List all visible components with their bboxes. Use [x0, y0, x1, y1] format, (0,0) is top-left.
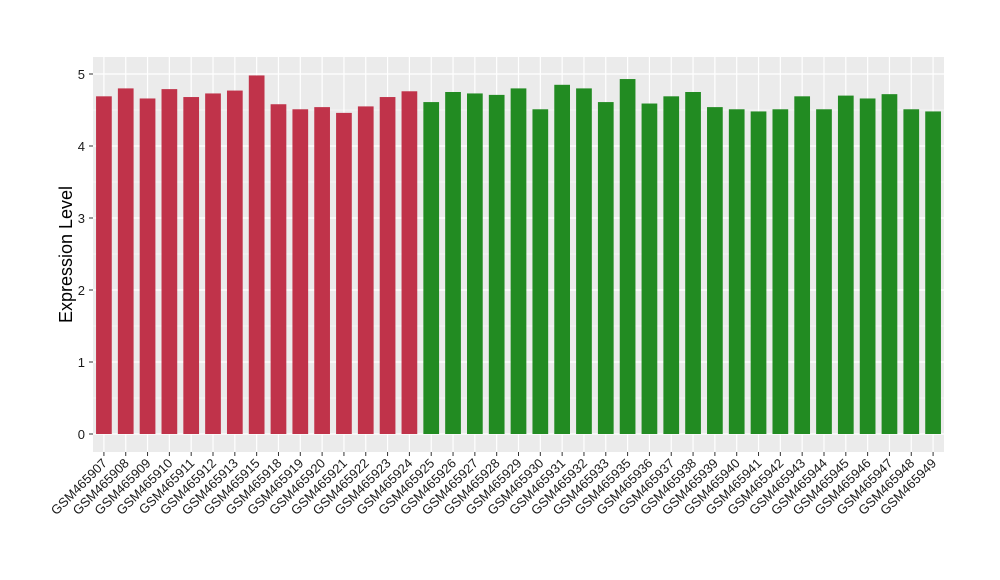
bar-GSM465938: [685, 92, 701, 434]
bar-GSM465913: [226, 90, 243, 434]
bar-GSM465942: [772, 109, 789, 434]
y-tick-label: 5: [78, 67, 85, 82]
bar-GSM465933: [597, 102, 614, 434]
bar-GSM465949: [925, 111, 941, 434]
bar-GSM465946: [859, 98, 876, 434]
bar-GSM465941: [750, 111, 767, 434]
bars: [96, 75, 941, 435]
y-axis: 0 1 2 3 4 5: [78, 67, 93, 442]
bar-GSM465920: [314, 107, 330, 435]
bar-GSM465919: [292, 109, 309, 434]
bar-GSM465931: [554, 84, 570, 435]
bar-GSM465908: [117, 88, 134, 435]
bar-GSM465948: [903, 109, 920, 434]
bar-GSM465945: [837, 95, 854, 434]
bar-GSM465939: [707, 107, 723, 435]
bar-GSM465922: [357, 106, 374, 435]
y-tick-label: 0: [78, 427, 85, 442]
bar-GSM465927: [467, 93, 483, 434]
bar-GSM465932: [576, 88, 592, 435]
bar-GSM465947: [881, 94, 898, 434]
bar-GSM465937: [663, 96, 680, 434]
bar-GSM465925: [423, 102, 440, 434]
bar-GSM465943: [794, 96, 811, 434]
bar-GSM465940: [728, 109, 745, 434]
bar-GSM465929: [510, 88, 527, 435]
bar-GSM465935: [619, 79, 636, 434]
bar-GSM465918: [270, 104, 287, 435]
y-tick-label: 4: [78, 139, 85, 154]
bar-GSM465923: [379, 97, 396, 434]
y-axis-title: Expression Level: [56, 186, 76, 323]
bar-GSM465915: [248, 75, 265, 434]
bar-GSM465936: [641, 103, 658, 435]
bar-GSM465928: [488, 94, 505, 434]
bar-GSM465912: [205, 93, 221, 434]
bar-GSM465910: [161, 89, 178, 435]
bar-GSM465930: [532, 109, 549, 434]
bar-GSM465909: [139, 98, 156, 434]
bar-GSM465911: [183, 97, 200, 434]
bar-GSM465926: [445, 92, 461, 434]
y-tick-label: 3: [78, 211, 85, 226]
x-axis: GSM465907GSM465908GSM465909GSM465910GSM4…: [48, 452, 939, 518]
bar-GSM465944: [816, 109, 832, 434]
bar-GSM465907: [96, 96, 112, 434]
bar-GSM465924: [401, 91, 418, 434]
y-tick-label: 2: [78, 283, 85, 298]
bar-GSM465921: [336, 112, 352, 434]
y-tick-label: 1: [78, 355, 85, 370]
